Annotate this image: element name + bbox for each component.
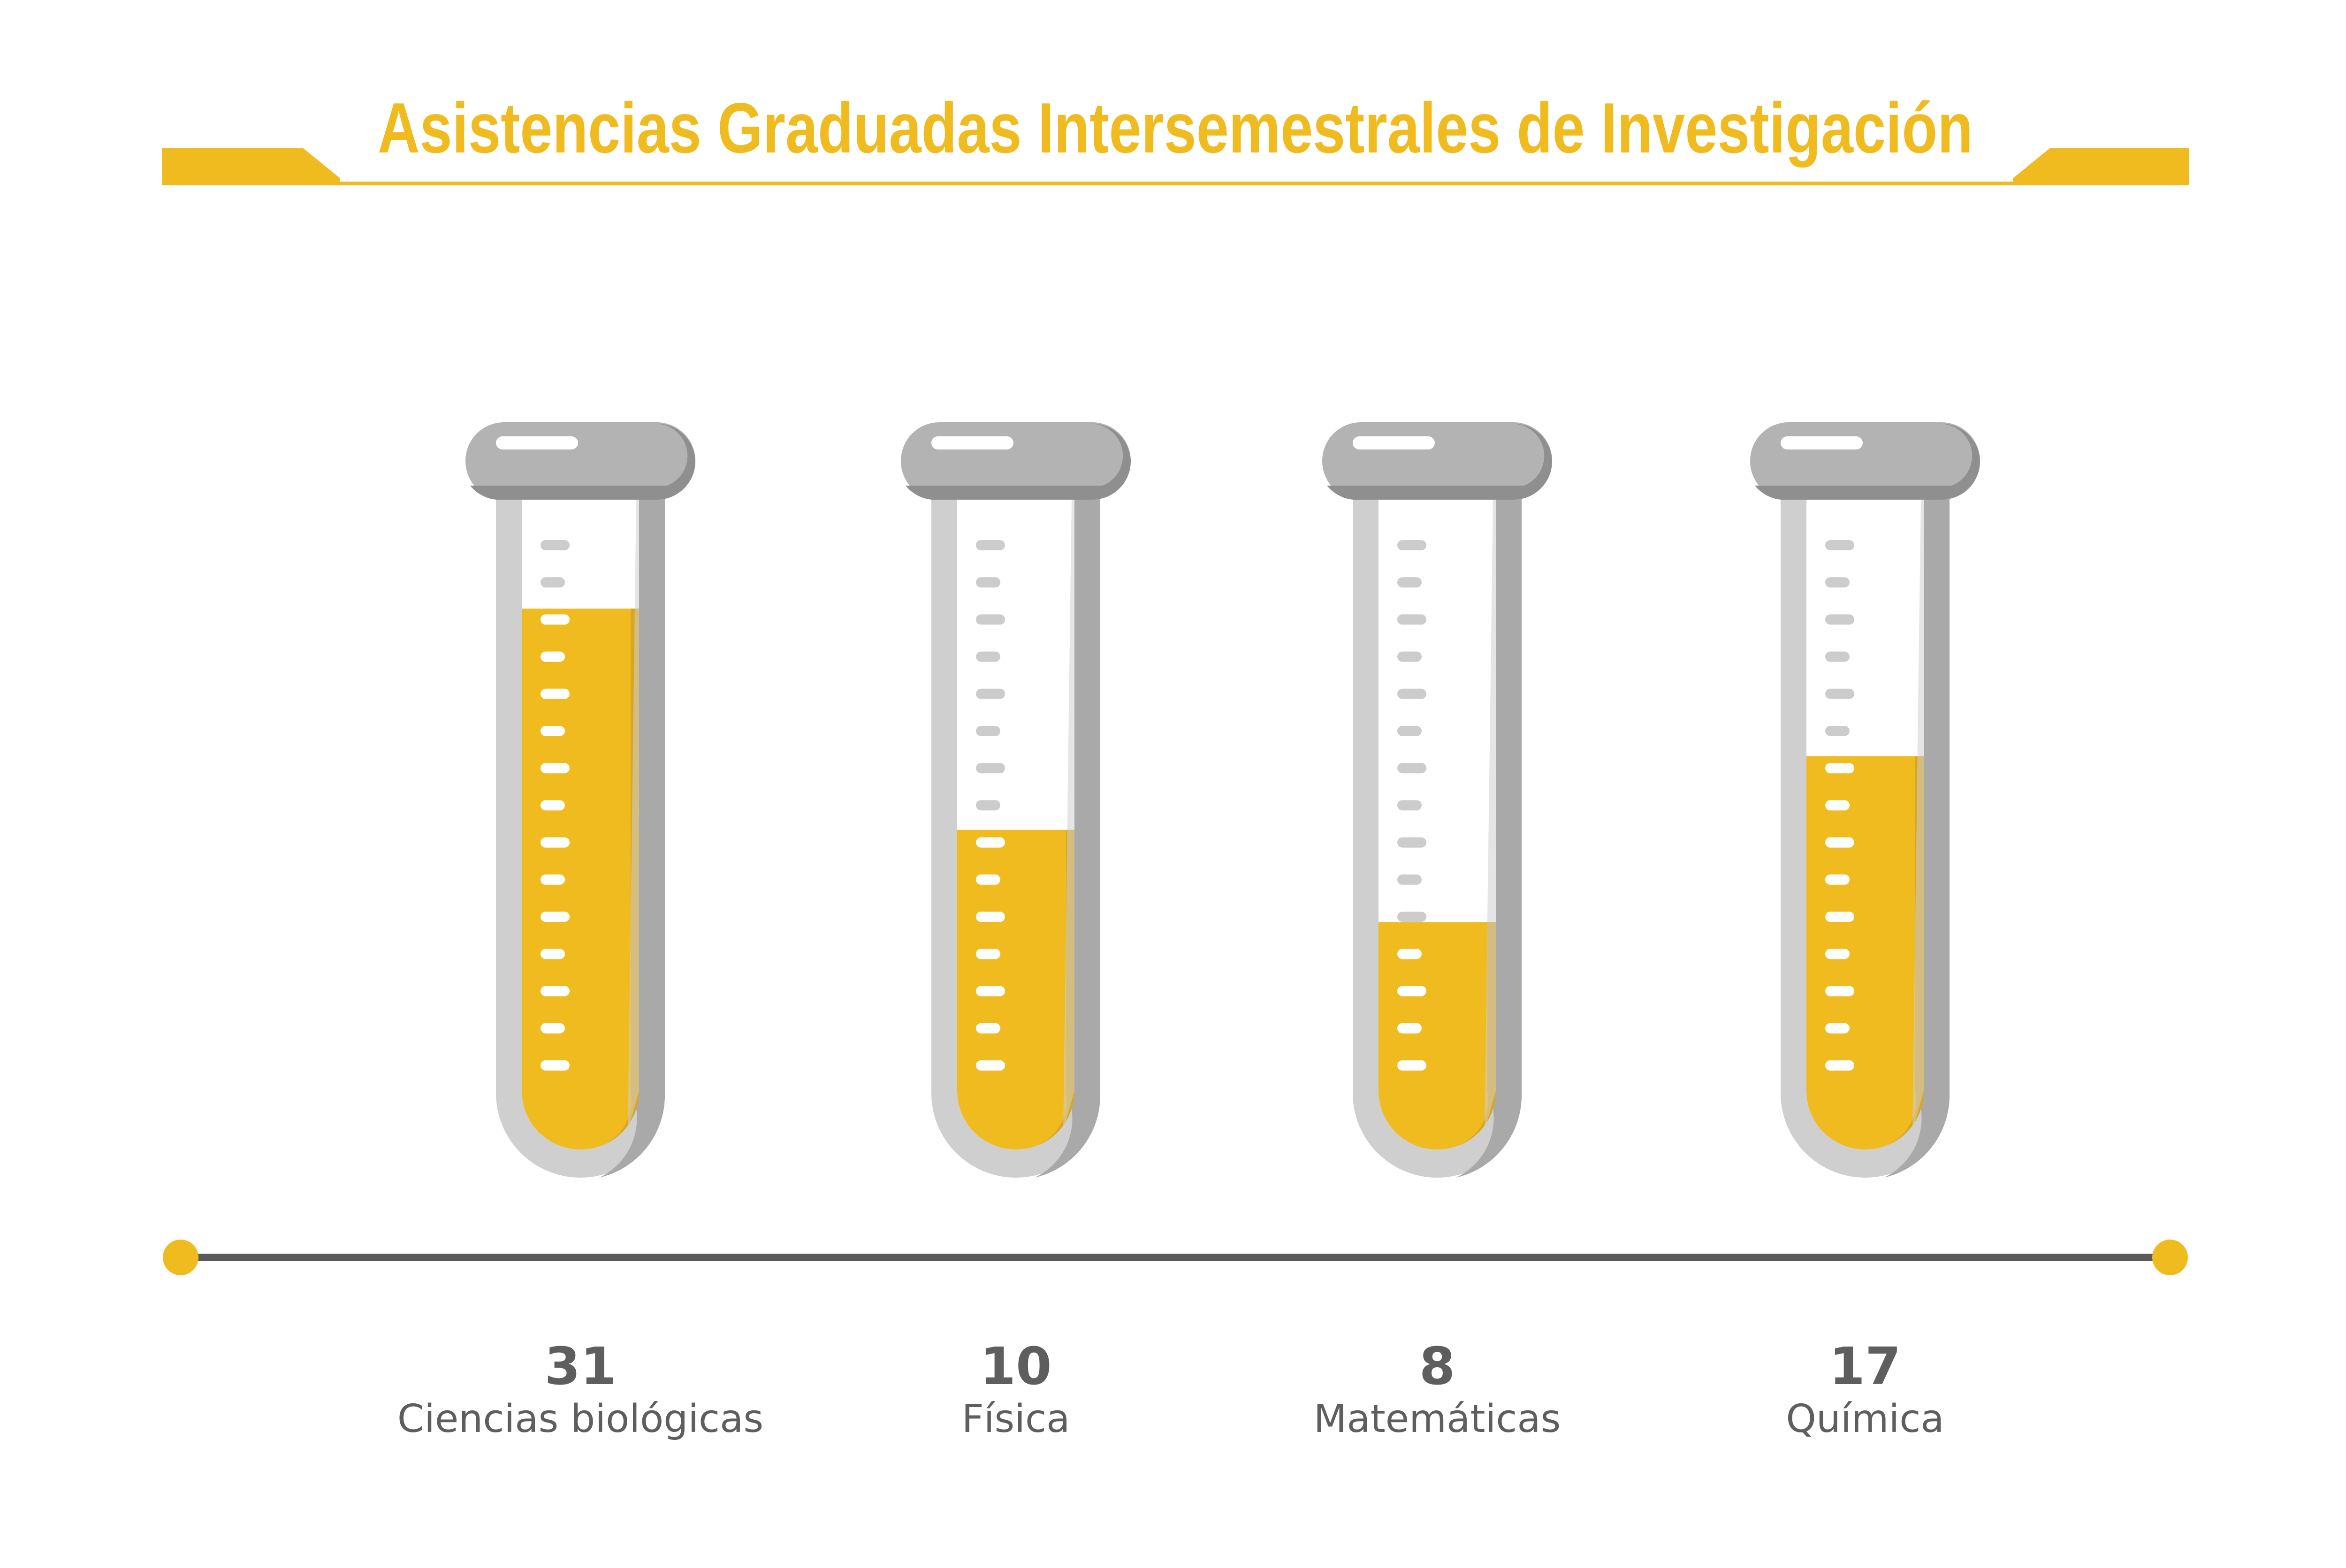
axis-right-dot [2152,1240,2188,1275]
value-label: 8 [1419,1336,1455,1396]
tube-tick [541,1023,565,1034]
category-label: Matemáticas [1314,1397,1561,1441]
tube-tick [1397,1060,1426,1071]
tube-cap-shade [1327,424,1553,500]
tube-tick [976,1023,1000,1034]
tube-tick [1825,1023,1850,1034]
tube-tick [976,614,1005,625]
tube-tick [1397,726,1422,736]
tube-tick [976,837,1005,848]
tube-tick [541,874,565,885]
tube-highlight [1063,497,1074,1131]
tube-tick [1397,800,1422,811]
tube-cap-shine [1353,436,1435,449]
tube-tick [541,912,570,922]
tube-tick [1825,688,1854,699]
tube-tick [1397,949,1422,959]
tube-tick [1397,540,1426,550]
axis-left-dot [163,1240,198,1275]
tube-tick [976,577,1000,588]
category-label: Química [1786,1397,1944,1441]
tube-liquid [522,609,639,1149]
tube-tick [1825,949,1850,959]
title-banner: Asistencias Graduadas Intersemestrales d… [162,88,2189,185]
tube-tick [541,949,565,959]
tube-tick [976,912,1005,922]
tube-liquid [957,830,1074,1149]
tube-tick [976,986,1005,997]
tube-tick [1397,763,1426,774]
tube-tick [541,540,570,550]
test-tube [1750,422,1980,1178]
tube-tick [1825,540,1854,550]
chart-title: Asistencias Graduadas Intersemestrales d… [378,88,1973,168]
tube-tick [541,986,570,997]
tube-tick [1825,1060,1854,1071]
banner-underline [162,182,2189,185]
tube-tick [1825,614,1854,625]
tube-tick [1825,837,1854,848]
tube-tick [1397,837,1426,848]
tube-tick [1397,651,1422,662]
tube-tick [541,1060,570,1071]
tube-tick [1397,614,1426,625]
tube-tick [1825,651,1850,662]
tube-tick [976,540,1005,550]
tube-tick [1825,912,1854,922]
value-label: 17 [1829,1336,1901,1396]
value-label: 31 [544,1336,616,1396]
tube-tick [541,614,570,625]
banner-right-ribbon [2013,148,2189,185]
tube-liquid [1806,756,1924,1149]
value-label: 10 [980,1336,1051,1396]
tube-tick [1825,726,1850,736]
tube-tick [1825,874,1850,885]
tube-tick [1397,986,1426,997]
tube-cap-shade [906,424,1131,500]
tube-tick [976,874,1000,885]
tube-tick [1397,577,1422,588]
tube-highlight [1912,497,1924,1131]
tube-tick [1825,986,1854,997]
banner-left-ribbon [162,148,340,185]
tube-cap-shade [470,424,696,500]
tube-cap-shine [496,436,578,449]
tube-tick [541,837,570,848]
tube-tick [1825,577,1850,588]
tube-tick [976,688,1005,699]
baseline-axis [163,1240,2188,1275]
tube-tick [541,688,570,699]
tube-cap-shine [1781,436,1863,449]
tube-tick [1397,1023,1422,1034]
tube-tick [976,651,1000,662]
tube-tick [976,949,1000,959]
tube-tick [541,651,565,662]
tube-tick [976,800,1000,811]
tube-cap-shine [931,436,1013,449]
tube-tick [976,763,1005,774]
tube-tick [1825,800,1850,811]
category-label: Ciencias biológicas [397,1397,763,1441]
tube-highlight [1485,497,1496,1131]
test-tube [465,422,696,1178]
tube-tick [1397,874,1422,885]
tube-tick [976,726,1000,736]
tube-tick [541,800,565,811]
tube-liquid [1379,922,1496,1149]
tube-tick [541,726,565,736]
tube-highlight [628,497,639,1131]
tube-tick [976,1060,1005,1071]
tube-tick [1397,688,1426,699]
tube-tick [1825,763,1854,774]
tube-cap-shade [1755,424,1980,500]
test-tube [901,422,1131,1178]
category-label: Física [962,1397,1070,1441]
tube-tick [541,763,570,774]
tube-tick [541,577,565,588]
tubes-group [465,422,1980,1178]
tube-tick [1397,912,1426,922]
test-tube [1322,422,1553,1178]
